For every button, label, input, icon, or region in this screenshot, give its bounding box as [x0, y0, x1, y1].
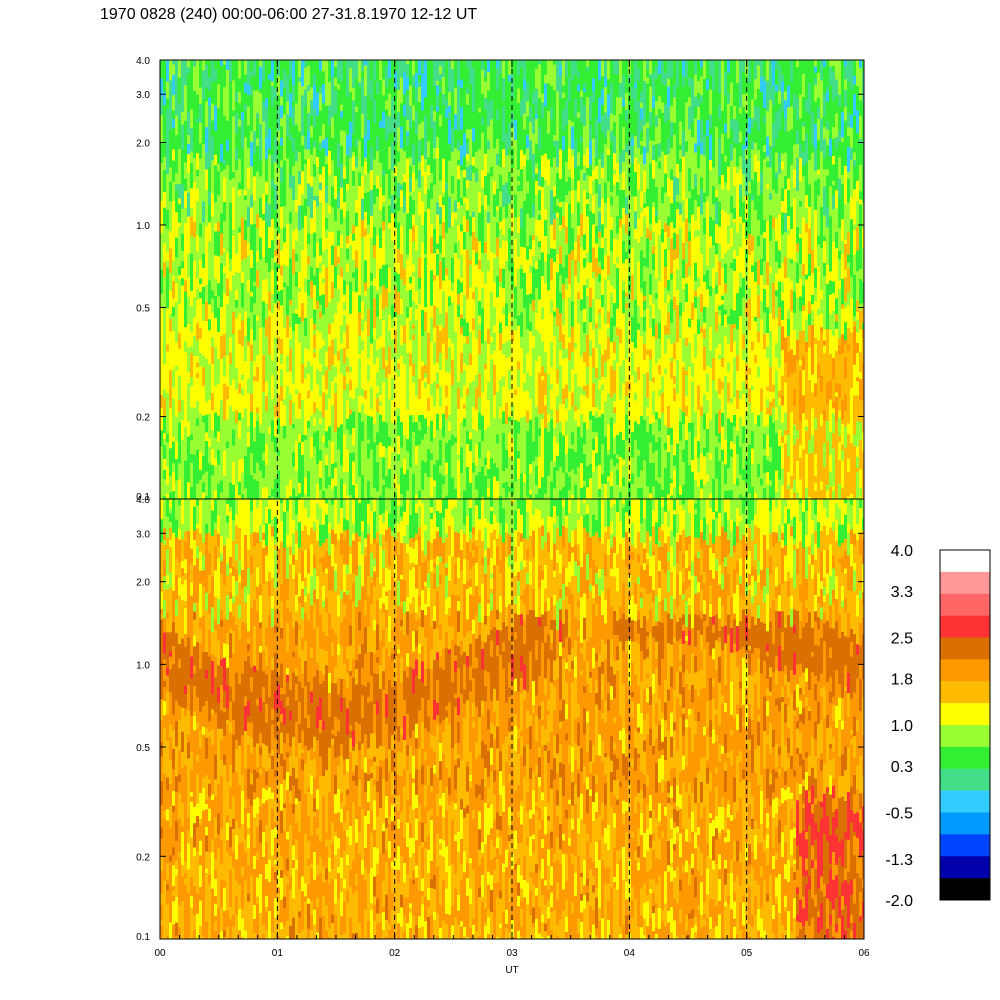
colorbar-swatch	[940, 593, 990, 616]
colorbar-label: 2.5	[891, 631, 913, 648]
colorbar-swatch	[940, 637, 990, 660]
xtick-label: 01	[272, 948, 284, 959]
colorbar-swatch	[940, 834, 990, 857]
colorbar-label: -0.5	[885, 806, 913, 823]
ytick-label: 0.5	[136, 743, 150, 754]
colorbar-swatch	[940, 746, 990, 770]
heatmap-panel-bottom	[160, 499, 864, 939]
ytick-label: 1.0	[136, 660, 150, 671]
colorbar-label: 1.8	[891, 671, 913, 688]
colorbar-label: -1.3	[885, 852, 913, 869]
colorbar-label: 4.0	[891, 543, 913, 560]
ytick-label: 4.0	[136, 56, 150, 67]
ytick-label: 0.2	[136, 413, 150, 424]
xtick-label: 00	[154, 948, 166, 959]
xtick-label: 04	[624, 948, 636, 959]
colorbar-swatch	[940, 790, 990, 813]
ytick-label: 2.0	[136, 578, 150, 589]
colorbar-swatch	[940, 856, 990, 879]
ytick-label: 1.0	[136, 221, 150, 232]
colorbar-swatch	[940, 659, 990, 682]
colorbar-label: -2.0	[885, 893, 913, 910]
x-axis-label: UT	[505, 965, 518, 976]
colorbar-swatch	[940, 681, 990, 704]
colorbar-swatch	[940, 768, 990, 791]
heatmap-panel-top	[160, 60, 864, 499]
colorbar-swatch	[940, 812, 990, 835]
colorbar-label: 3.3	[891, 584, 913, 601]
xtick-label: 06	[858, 948, 870, 959]
xtick-label: 05	[741, 948, 753, 959]
colorbar-label: 0.3	[891, 759, 913, 776]
ytick-label: 0.5	[136, 303, 150, 314]
ytick-label: 2.0	[136, 138, 150, 149]
chart-title: 1970 0828 (240) 00:00-06:00 27-31.8.1970…	[100, 6, 478, 23]
colorbar-swatch	[940, 725, 990, 748]
ytick-label: 0.1	[136, 932, 150, 943]
axes: 0.10.20.51.02.03.04.00.10.20.51.02.03.04…	[136, 56, 870, 976]
colorbar-swatch	[940, 550, 990, 573]
colorbar-swatch	[940, 878, 990, 901]
colorbar-swatch	[940, 571, 990, 595]
ytick-label: 0.2	[136, 852, 150, 863]
colorbar-swatch	[940, 703, 990, 726]
hour-dashed-lines	[276, 60, 748, 939]
ytick-label: 0.1	[136, 492, 150, 503]
colorbar: 4.0 3.3 2.5 1.8 1.0 0.3 -0.5 -1.3 -2.0	[885, 543, 991, 910]
colorbar-label: 1.0	[891, 718, 913, 735]
ytick-label: 4.0	[136, 495, 150, 506]
ytick-label: 3.0	[136, 90, 150, 101]
xtick-label: 03	[506, 948, 518, 959]
xtick-label: 02	[389, 948, 401, 959]
ytick-label: 3.0	[136, 529, 150, 540]
colorbar-swatch	[940, 615, 990, 638]
colorbar-frame	[939, 549, 991, 901]
